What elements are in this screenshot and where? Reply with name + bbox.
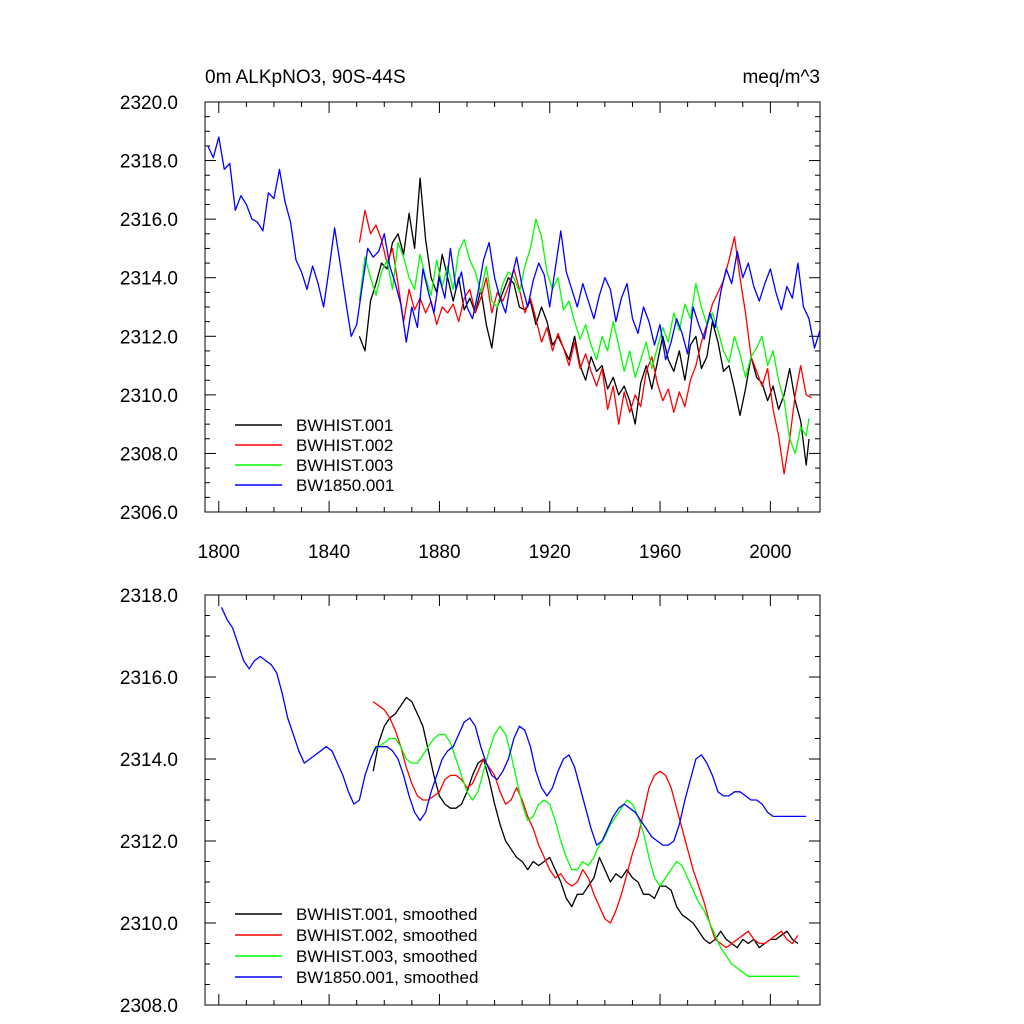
y-tick-label: 2314.0 xyxy=(120,750,178,771)
y-tick-label: 2314.0 xyxy=(120,269,178,290)
series-line-bw1850-001-smoothed xyxy=(220,607,807,846)
bottom-panel-frame xyxy=(204,594,821,1006)
legend-label-bwhist-003: BWHIST.003 xyxy=(296,456,393,475)
top-panel-title: 0m ALKpNO3, 90S-44S xyxy=(205,67,406,88)
y-tick-label: 2306.0 xyxy=(120,503,178,524)
series-line-bwhist-003 xyxy=(358,218,810,455)
x-tick-label: 1920 xyxy=(529,542,571,563)
series-line-bwhist-002 xyxy=(358,209,813,475)
series-line-bwhist-002-smoothed xyxy=(372,701,799,949)
y-tick-label: 2316.0 xyxy=(120,210,178,231)
y-tick-label: 2308.0 xyxy=(120,996,178,1017)
legend-label-bwhist-002: BWHIST.002 xyxy=(296,436,393,455)
series-line-bwhist-001-smoothed xyxy=(372,696,799,949)
x-tick-label: 1840 xyxy=(308,542,350,563)
top-panel-units: meq/m^3 xyxy=(742,67,820,88)
y-tick-label: 2310.0 xyxy=(120,914,178,935)
y-tick-label: 2308.0 xyxy=(120,444,178,465)
bottom-panel-lines xyxy=(220,607,807,977)
y-tick-label: 2310.0 xyxy=(120,386,178,407)
legend-label-bwhist-003-smoothed: BWHIST.003, smoothed xyxy=(296,947,477,966)
legend-label-bwhist-001: BWHIST.001 xyxy=(296,416,393,435)
legend-label-bw1850-001-smoothed: BW1850.001, smoothed xyxy=(296,968,478,987)
top-panel: 0m ALKpNO3, 90S-44S meq/m^3 2306.0 2308.0… xyxy=(120,67,821,563)
y-tick-label: 2318.0 xyxy=(120,152,178,173)
y-tick-label: 2312.0 xyxy=(120,327,178,348)
legend-label-bwhist-001-smoothed: BWHIST.001, smoothed xyxy=(296,905,477,924)
bottom-panel: 2308.0 2310.0 2312.0 2314.0 2316.0 2318.0 BWH… xyxy=(120,586,821,1017)
series-line-bwhist-001 xyxy=(358,177,810,466)
x-tick-label: 1800 xyxy=(198,542,240,563)
series-line-bwhist-003-smoothed xyxy=(372,725,798,977)
y-tick-label: 2318.0 xyxy=(120,586,178,607)
top-panel-frame xyxy=(204,101,821,513)
legend-label-bw1850-001: BW1850.001 xyxy=(296,476,394,495)
x-tick-label: 1880 xyxy=(418,542,460,563)
bottom-panel-legend: BWHIST.001, smoothed BWHIST.002, smoothed… xyxy=(235,905,478,987)
legend-label-bwhist-002-smoothed: BWHIST.002, smoothed xyxy=(296,926,477,945)
top-panel-lines xyxy=(207,136,821,475)
x-tick-label: 2000 xyxy=(749,542,791,563)
series-line-bw1850-001 xyxy=(207,136,821,361)
y-tick-label: 2312.0 xyxy=(120,832,178,853)
top-panel-ticks: 2306.0 2308.0 2310.0 2312.0 2314.0 2316.0 2318… xyxy=(120,93,820,563)
y-tick-label: 2320.0 xyxy=(120,93,178,114)
y-tick-label: 2316.0 xyxy=(120,668,178,689)
bottom-panel-ticks: 2308.0 2310.0 2312.0 2314.0 2316.0 2318.0 xyxy=(120,586,820,1017)
x-tick-label: 1960 xyxy=(639,542,681,563)
